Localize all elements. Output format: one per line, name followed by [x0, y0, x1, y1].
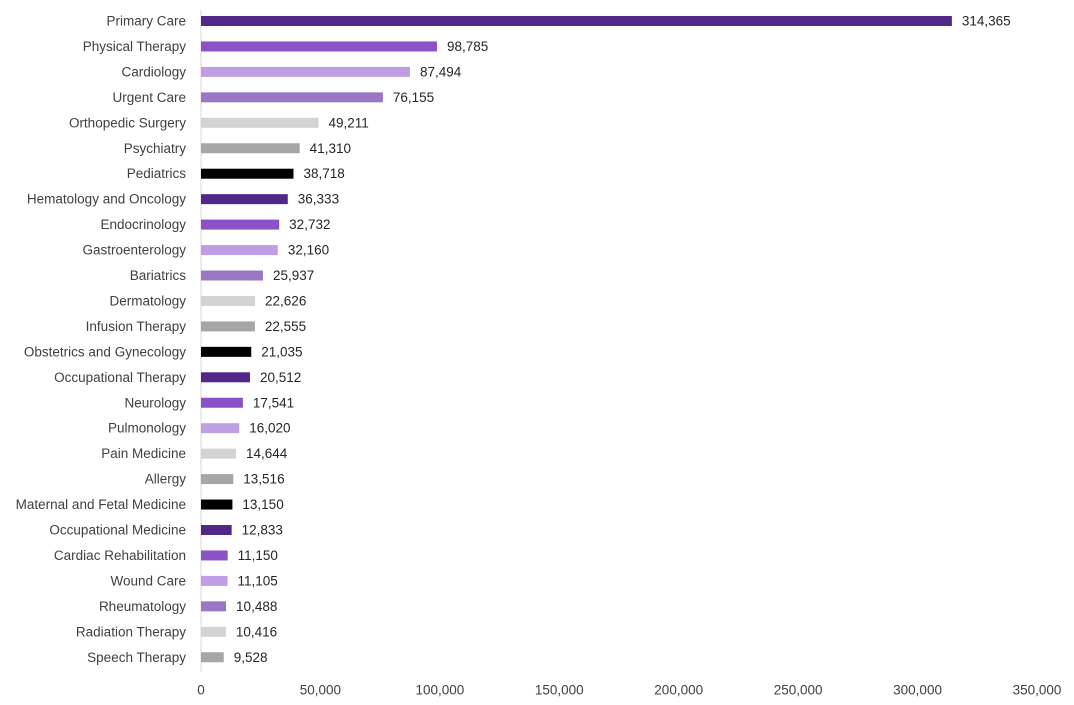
- value-label-rheumatology: 10,488: [236, 599, 277, 614]
- category-label-infusion-therapy: Infusion Therapy: [86, 319, 187, 334]
- category-label-speech-therapy: Speech Therapy: [87, 650, 186, 665]
- value-label-pediatrics: 38,718: [303, 166, 344, 181]
- bar-pediatrics: [201, 168, 294, 179]
- value-label-psychiatry: 41,310: [310, 141, 351, 156]
- bar-speech-therapy: [201, 652, 224, 663]
- value-label-dermatology: 22,626: [265, 293, 306, 308]
- x-tick-label-3: 150,000: [535, 683, 584, 698]
- bar-urgent-care: [201, 92, 383, 103]
- category-label-physical-therapy: Physical Therapy: [83, 39, 187, 54]
- category-label-occupational-therapy: Occupational Therapy: [54, 370, 186, 385]
- category-label-neurology: Neurology: [124, 395, 186, 410]
- bar-primary-care: [201, 16, 952, 26]
- bar-rheumatology: [201, 601, 227, 612]
- bar-orthopedic-surgery: [201, 117, 319, 128]
- value-label-cardiac-rehabilitation: 11,150: [238, 548, 278, 563]
- bar-maternal-and-fetal-medicine: [201, 499, 233, 510]
- value-label-neurology: 17,541: [253, 395, 294, 410]
- bar-occupational-medicine: [201, 525, 232, 535]
- value-label-physical-therapy: 98,785: [447, 39, 488, 54]
- category-label-allergy: Allergy: [145, 472, 187, 487]
- category-label-wound-care: Wound Care: [110, 573, 186, 588]
- bar-pain-medicine: [201, 448, 236, 459]
- bar-cardiology: [201, 66, 410, 77]
- category-label-obstetrics-and-gynecology: Obstetrics and Gynecology: [24, 344, 186, 359]
- value-label-bariatrics: 25,937: [273, 268, 314, 283]
- bar-bariatrics: [201, 270, 263, 281]
- category-label-endocrinology: Endocrinology: [100, 217, 186, 232]
- bar-radiation-therapy: [201, 626, 226, 637]
- bar-allergy: [201, 474, 234, 485]
- category-label-pediatrics: Pediatrics: [127, 166, 187, 181]
- bar-hematology-and-oncology: [201, 194, 288, 205]
- value-label-pulmonology: 16,020: [249, 421, 290, 436]
- value-label-primary-care: 314,365: [962, 14, 1011, 29]
- bar-obstetrics-and-gynecology: [201, 346, 252, 357]
- category-label-psychiatry: Psychiatry: [124, 141, 187, 156]
- x-tick-label-6: 300,000: [893, 683, 942, 698]
- bar-dermatology: [201, 295, 256, 306]
- category-label-cardiac-rehabilitation: Cardiac Rehabilitation: [54, 548, 186, 563]
- category-label-dermatology: Dermatology: [109, 293, 186, 308]
- value-labels: 314,365 98,785 87,494 76,155 49,211 41,310 38,…: [234, 14, 1011, 665]
- bar-physical-therapy: [201, 41, 437, 52]
- category-label-orthopedic-surgery: Orthopedic Surgery: [69, 115, 186, 130]
- value-label-speech-therapy: 9,528: [234, 650, 268, 665]
- bar-occupational-therapy: [201, 372, 250, 383]
- category-label-primary-care: Primary Care: [106, 14, 186, 29]
- x-tick-label-5: 250,000: [774, 683, 823, 698]
- category-label-radiation-therapy: Radiation Therapy: [76, 624, 186, 639]
- value-label-pain-medicine: 14,644: [246, 446, 288, 461]
- value-label-maternal-and-fetal-medicine: 13,150: [242, 497, 283, 512]
- value-label-radiation-therapy: 10,416: [236, 624, 277, 639]
- category-labels: Primary Care Physical Therapy Cardiology Ur…: [16, 14, 187, 665]
- x-tick-label-0: 0: [197, 683, 205, 698]
- bar-gastroenterology: [201, 245, 278, 256]
- bar-infusion-therapy: [201, 321, 255, 332]
- value-label-obstetrics-and-gynecology: 21,035: [261, 344, 302, 359]
- x-tick-label-2: 100,000: [415, 683, 464, 698]
- category-label-rheumatology: Rheumatology: [99, 599, 186, 614]
- category-label-pain-medicine: Pain Medicine: [101, 446, 186, 461]
- value-label-infusion-therapy: 22,555: [265, 319, 306, 334]
- bar-pulmonology: [201, 423, 240, 434]
- category-label-hematology-and-oncology: Hematology and Oncology: [27, 192, 186, 207]
- bar-neurology: [201, 397, 243, 408]
- value-label-occupational-medicine: 12,833: [242, 523, 283, 538]
- x-tick-label-1: 50,000: [300, 683, 341, 698]
- category-label-occupational-medicine: Occupational Medicine: [49, 523, 186, 538]
- value-label-hematology-and-oncology: 36,333: [298, 192, 339, 207]
- value-label-cardiology: 87,494: [420, 64, 462, 79]
- value-label-allergy: 13,516: [243, 472, 284, 487]
- value-label-gastroenterology: 32,160: [288, 243, 329, 258]
- category-label-urgent-care: Urgent Care: [112, 90, 186, 105]
- category-label-cardiology: Cardiology: [121, 64, 186, 79]
- bar-cardiac-rehabilitation: [201, 550, 228, 561]
- bar-psychiatry: [201, 143, 300, 154]
- category-label-gastroenterology: Gastroenterology: [82, 243, 186, 258]
- x-axis-tick-labels: 0 50,000 100,000 150,000 200,000 250,000 300,0…: [197, 683, 1061, 698]
- category-label-bariatrics: Bariatrics: [130, 268, 187, 283]
- category-label-maternal-and-fetal-medicine: Maternal and Fetal Medicine: [16, 497, 186, 512]
- value-label-wound-care: 11,105: [238, 573, 278, 588]
- x-tick-label-7: 350,000: [1013, 683, 1062, 698]
- value-label-urgent-care: 76,155: [393, 90, 434, 105]
- value-label-orthopedic-surgery: 49,211: [329, 115, 369, 130]
- bar-endocrinology: [201, 219, 280, 230]
- bars: [201, 16, 952, 663]
- x-tick-label-4: 200,000: [654, 683, 703, 698]
- bar-wound-care: [201, 575, 228, 586]
- value-label-endocrinology: 32,732: [289, 217, 330, 232]
- value-label-occupational-therapy: 20,512: [260, 370, 301, 385]
- category-label-pulmonology: Pulmonology: [108, 421, 186, 436]
